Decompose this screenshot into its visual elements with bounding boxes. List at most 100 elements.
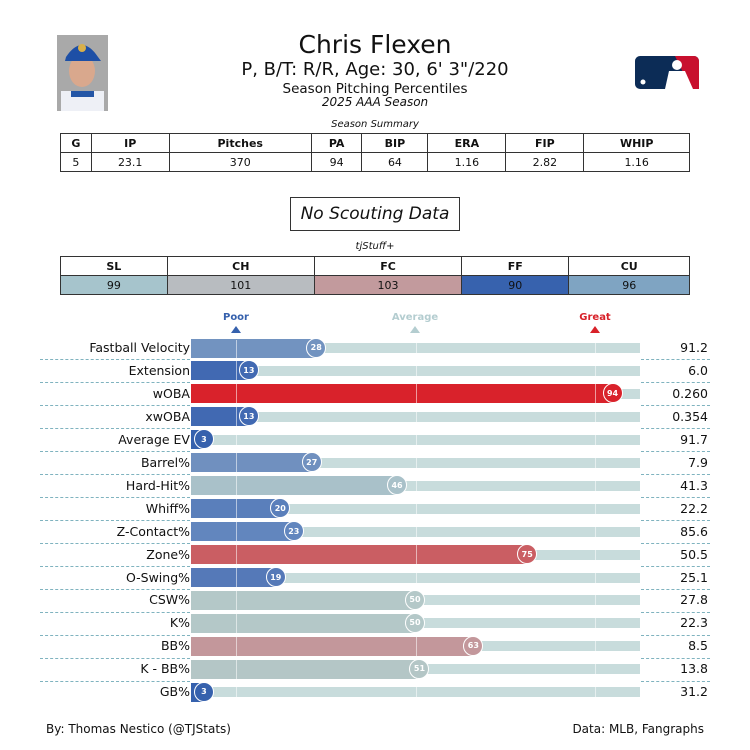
row-divider <box>641 428 710 430</box>
metric-label: Fastball Velocity <box>89 340 190 355</box>
row-divider <box>40 680 190 682</box>
stuff-header: SL <box>60 256 168 276</box>
summary-header: BIP <box>361 133 429 153</box>
percentile-badge: 13 <box>238 360 259 381</box>
metric-value: 22.2 <box>680 500 708 516</box>
row-divider <box>641 451 710 453</box>
percentile-badge: 13 <box>238 406 259 427</box>
row-divider <box>40 543 190 545</box>
row-divider <box>40 382 190 384</box>
metric-label: Average EV <box>118 431 190 447</box>
percentile-badge: 46 <box>387 475 408 496</box>
metric-label: BB% <box>160 638 190 654</box>
percentile-badge: 94 <box>602 383 623 404</box>
footer-source: Data: MLB, Fangraphs <box>572 722 704 736</box>
metric-value: 27.8 <box>680 592 708 608</box>
metric-label: Whiff% <box>145 500 190 516</box>
stuff-header: CH <box>166 256 315 276</box>
row-divider <box>40 359 190 361</box>
row-divider <box>40 428 190 430</box>
row-divider <box>40 611 190 613</box>
row-divider <box>40 405 190 407</box>
metric-value: 13.8 <box>680 661 708 677</box>
percentile-bar <box>191 590 416 610</box>
summary-header: ERA <box>427 133 507 153</box>
metric-value: 91.7 <box>680 431 708 447</box>
metric-label: O-Swing% <box>125 569 190 585</box>
stuff-value: 96 <box>568 275 690 295</box>
row-divider <box>641 520 710 522</box>
metric-label: Extension <box>128 362 190 378</box>
row-divider <box>641 543 710 545</box>
percentile-bar <box>191 522 295 542</box>
scale-poor-label: Poor <box>222 312 249 323</box>
metric-value: 41.3 <box>680 477 708 493</box>
percentile-bar <box>191 568 277 587</box>
summary-value: 2.82 <box>505 152 585 172</box>
percentile-badge: 51 <box>409 658 430 679</box>
no-scouting-data-box: No Scouting Data <box>290 197 460 231</box>
percentile-badge: 63 <box>463 635 484 656</box>
percentile-badge: 19 <box>265 567 286 587</box>
reference-line <box>415 340 417 705</box>
percentile-bar <box>191 545 528 565</box>
stuff-header: FF <box>461 256 570 276</box>
metric-label: CSW% <box>149 592 190 608</box>
report-subtitle: 2025 AAA Season <box>321 95 429 109</box>
summary-header: IP <box>90 133 170 153</box>
row-divider <box>641 405 710 407</box>
summary-value: 1.16 <box>583 152 690 172</box>
percentile-bar <box>191 407 250 427</box>
percentile-bar <box>191 453 313 473</box>
percentile-bar <box>191 636 474 656</box>
row-divider <box>641 382 710 384</box>
row-divider <box>641 657 710 659</box>
mlb-logo <box>635 56 703 96</box>
metric-value: 85.6 <box>680 523 708 539</box>
percentile-badge: 50 <box>405 589 425 610</box>
metric-value: 6.0 <box>688 362 708 378</box>
tjstuff-table: SL CH FC FF CU 99 101 103 90 96 <box>60 256 690 295</box>
percentile-badge: 20 <box>270 498 291 519</box>
stuff-value: 99 <box>60 275 168 295</box>
footer-credit: By: Thomas Nestico (@TJStats) <box>46 722 231 736</box>
stuff-header: FC <box>313 256 463 276</box>
metric-value: 8.5 <box>688 638 708 654</box>
stuff-caption: tjStuff+ <box>355 241 395 252</box>
row-divider <box>641 680 710 682</box>
scale-great-label: Great <box>579 312 611 323</box>
summary-value: 23.1 <box>90 152 170 172</box>
summary-value: 5 <box>60 152 92 172</box>
player-headshot <box>57 35 108 111</box>
percentile-badge: 27 <box>301 452 322 473</box>
row-divider <box>40 520 190 522</box>
percentile-badge: 3 <box>193 681 214 702</box>
percentile-bar <box>191 384 614 404</box>
row-divider <box>40 474 190 476</box>
summary-value: 1.16 <box>427 152 507 172</box>
row-divider <box>641 566 710 568</box>
percentile-bar <box>191 613 416 633</box>
row-divider <box>641 474 710 476</box>
metric-label: Zone% <box>146 546 190 562</box>
stuff-value: 90 <box>461 275 570 295</box>
row-divider <box>40 566 190 568</box>
metric-label: K - BB% <box>140 661 190 677</box>
stuff-header: CU <box>568 256 690 276</box>
row-divider <box>40 588 190 590</box>
summary-header: PA <box>310 133 363 153</box>
summary-value: 370 <box>168 152 312 172</box>
summary-header: G <box>60 133 92 153</box>
percentile-badge: 50 <box>405 612 425 633</box>
metric-value: 22.3 <box>680 615 708 631</box>
metric-value: 25.1 <box>680 569 708 585</box>
row-divider <box>641 359 710 361</box>
metric-value: 0.354 <box>672 408 708 424</box>
stuff-value: 103 <box>313 275 463 295</box>
percentile-badge: 3 <box>193 429 214 450</box>
report-title: Season Pitching Percentiles <box>282 81 468 97</box>
metric-label: Z-Contact% <box>116 523 190 539</box>
great-marker-icon <box>590 326 600 333</box>
row-divider <box>641 611 710 613</box>
